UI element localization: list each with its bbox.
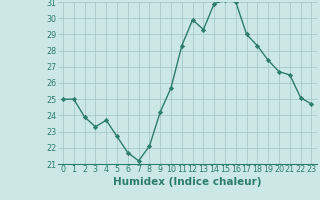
X-axis label: Humidex (Indice chaleur): Humidex (Indice chaleur) — [113, 177, 261, 187]
